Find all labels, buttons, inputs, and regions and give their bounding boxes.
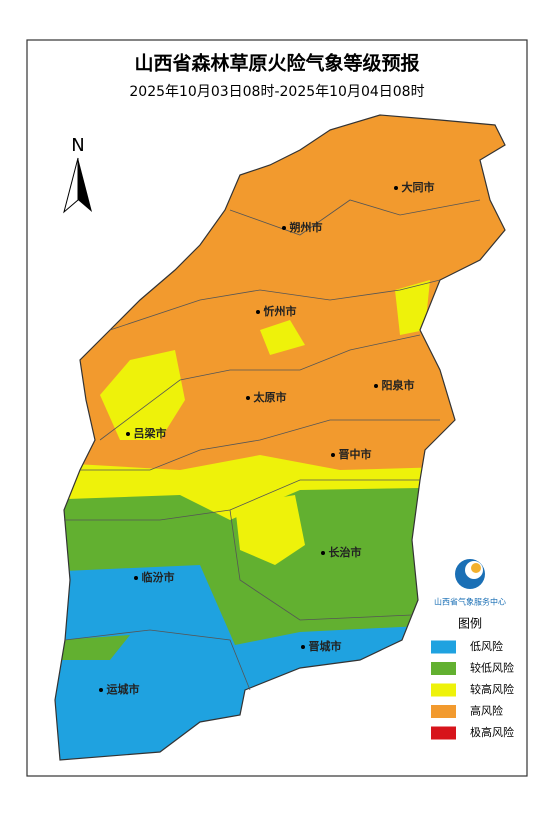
city-dot (134, 576, 138, 580)
city-dot (394, 186, 398, 190)
city-dot (256, 310, 260, 314)
legend-swatch (431, 662, 456, 675)
city-label: 晋城市 (309, 639, 342, 653)
city-dot (99, 688, 103, 692)
city-label: 运城市 (107, 682, 140, 696)
north-label: N (71, 135, 84, 156)
legend-swatch (431, 705, 456, 718)
city-label: 临汾市 (142, 570, 175, 584)
city-label: 长治市 (329, 545, 362, 559)
city-label: 忻州市 (264, 304, 297, 318)
north-arrow (78, 158, 92, 212)
north-arrow (63, 157, 79, 214)
legend-label: 较低风险 (470, 661, 514, 675)
higher-risk-area (100, 350, 185, 440)
city-label: 朔州市 (290, 220, 323, 234)
legend-swatch (431, 726, 456, 740)
border (109, 279, 441, 331)
border (229, 509, 413, 621)
city-dot (331, 453, 335, 457)
title: 山西省森林草原火险气象等级预报 (134, 52, 419, 75)
border (80, 419, 440, 471)
city-dot (246, 396, 250, 400)
subtitle: 2025年10月03日08时-2025年10月04日08时 (129, 84, 424, 100)
city-label: 晋中市 (339, 447, 372, 461)
city-dot (126, 432, 130, 436)
higher-risk-area (395, 280, 430, 335)
legend-label: 低风险 (470, 639, 503, 653)
city-borders (64, 199, 481, 691)
border (99, 334, 421, 441)
city-dot (282, 226, 286, 230)
frame (26, 39, 528, 777)
lower-risk-area (60, 635, 130, 660)
risk-areas (55, 115, 505, 760)
legend-label: 较高风险 (470, 682, 514, 696)
city-dot (374, 384, 378, 388)
province-border (54, 114, 506, 761)
legend-swatch (431, 683, 456, 697)
city-dot (301, 645, 305, 649)
higher-risk-area (260, 320, 305, 355)
legend-label: 极高风险 (470, 725, 514, 739)
city-label: 吕梁市 (134, 426, 167, 440)
city-dot (321, 551, 325, 555)
legend-title: 图例 (458, 617, 482, 631)
border (64, 629, 251, 691)
logo-text: 山西省气象服务中心 (434, 597, 506, 607)
city-label: 阳泉市 (382, 378, 415, 392)
higher-risk-area (235, 495, 305, 565)
border (229, 199, 481, 236)
legend-label: 高风险 (470, 704, 503, 718)
city-label: 大同市 (402, 180, 435, 194)
legend-swatch (431, 640, 456, 654)
city-label: 太原市 (253, 390, 287, 404)
logo-icon (471, 563, 481, 573)
